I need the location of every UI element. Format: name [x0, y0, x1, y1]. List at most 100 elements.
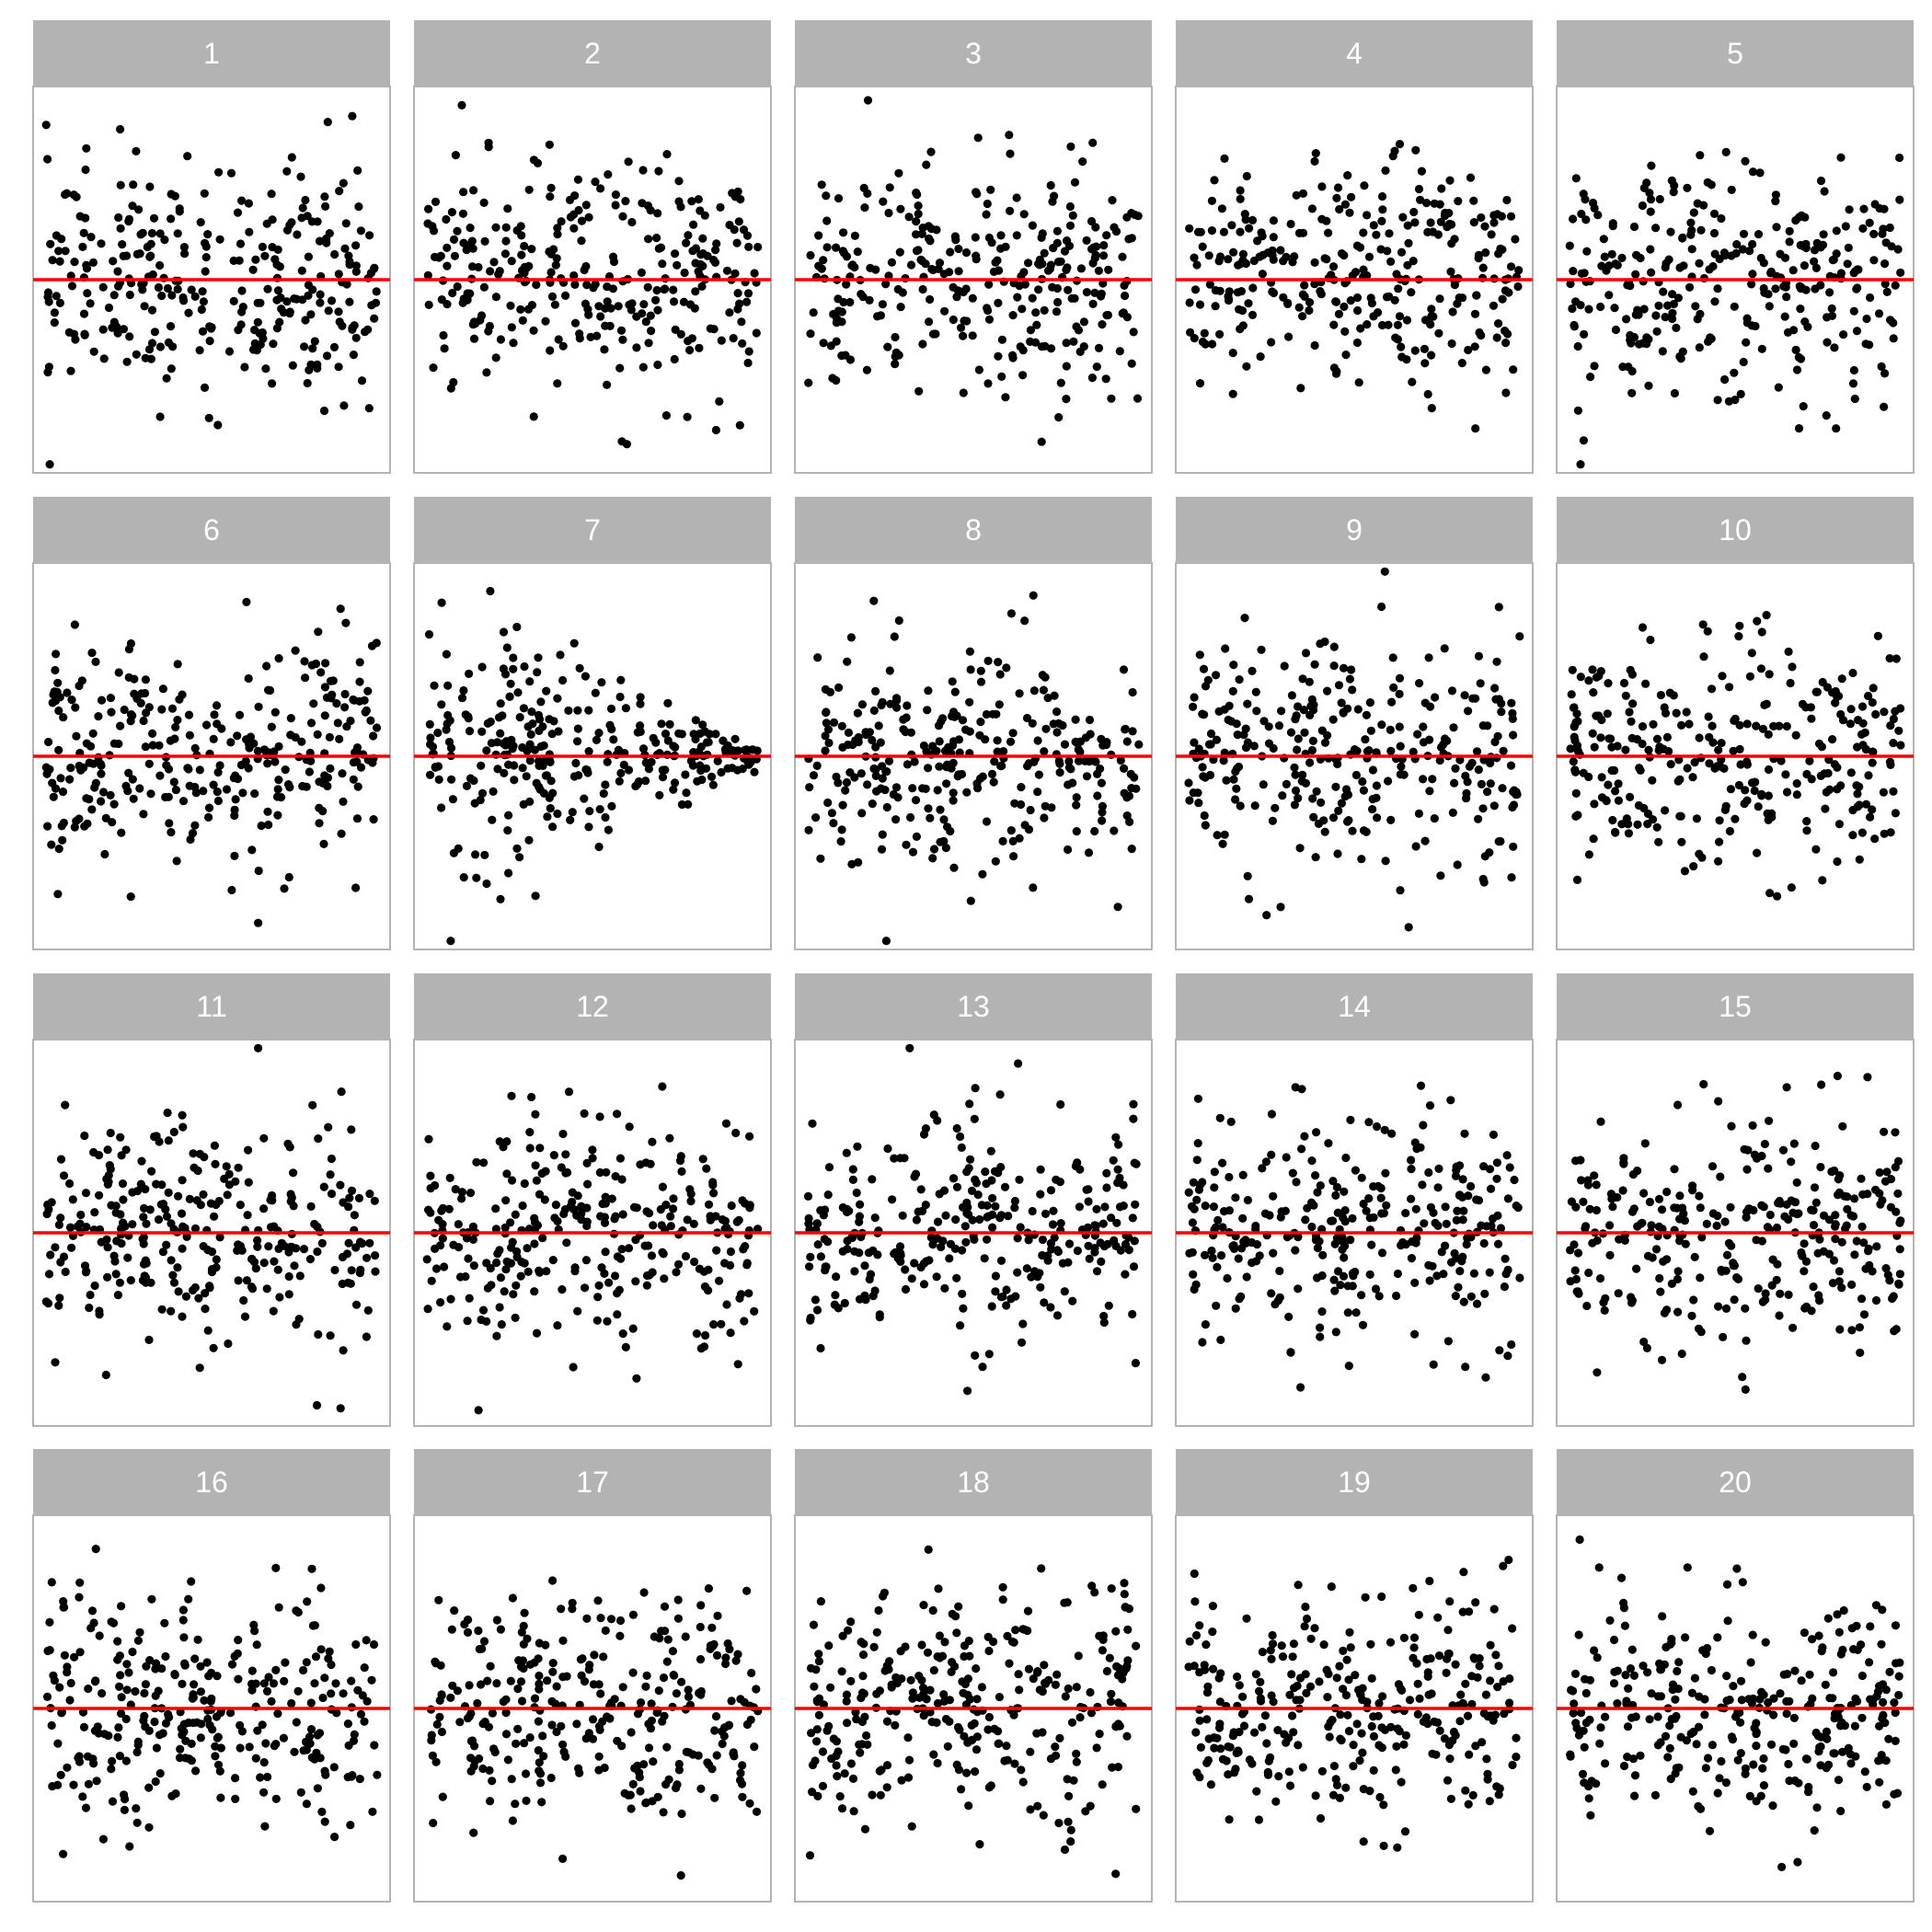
data-point [609, 257, 619, 267]
data-point [949, 796, 958, 805]
data-point [1875, 203, 1884, 213]
data-point [454, 1220, 463, 1229]
data-point [1439, 740, 1448, 749]
data-point [584, 706, 593, 715]
data-point [116, 124, 125, 134]
data-point [649, 1221, 658, 1230]
data-point [1303, 1203, 1312, 1213]
data-point [152, 1132, 161, 1141]
data-point [212, 1263, 221, 1272]
data-point [983, 199, 992, 209]
data-point [1191, 1280, 1201, 1289]
data-point [1641, 679, 1650, 688]
data-point [1075, 747, 1085, 757]
data-point [167, 1219, 176, 1228]
data-point [266, 1223, 276, 1232]
data-point [615, 1616, 626, 1626]
data-point [1660, 703, 1669, 712]
data-point [213, 788, 222, 797]
data-point [1085, 715, 1095, 725]
data-point [1058, 1259, 1067, 1268]
data-point [1374, 308, 1383, 317]
data-point [1219, 227, 1228, 236]
data-point [529, 326, 538, 335]
data-point [1628, 699, 1638, 708]
data-point [1507, 873, 1516, 882]
data-point [486, 1263, 495, 1273]
data-point [158, 684, 167, 694]
data-point [1010, 1196, 1019, 1206]
data-point [1816, 176, 1826, 186]
data-point [874, 721, 883, 730]
data-point [1858, 719, 1868, 728]
data-point [1008, 729, 1018, 738]
data-point [726, 1328, 735, 1338]
data-point [1802, 817, 1811, 826]
data-point [80, 1261, 90, 1271]
data-point [1894, 726, 1903, 735]
data-point [354, 1193, 364, 1202]
data-point [603, 380, 612, 389]
data-point [1264, 722, 1273, 731]
data-point [1498, 784, 1507, 793]
data-point [486, 586, 495, 596]
data-point [914, 386, 924, 396]
data-point [945, 1254, 954, 1263]
data-point [1889, 318, 1898, 328]
data-point [1220, 705, 1229, 714]
data-point [508, 1816, 518, 1825]
data-point [669, 285, 678, 294]
data-point [1129, 1099, 1138, 1109]
data-point [147, 339, 157, 348]
data-point [911, 796, 921, 805]
data-point [141, 742, 150, 752]
data-point [496, 729, 505, 738]
data-point [1018, 371, 1028, 380]
data-point [817, 180, 826, 190]
data-point [1896, 741, 1905, 750]
data-point [1050, 1233, 1059, 1242]
data-point [1429, 1208, 1438, 1217]
data-point [518, 764, 527, 773]
data-point [1409, 747, 1418, 756]
data-point [726, 1247, 736, 1257]
data-point [1209, 1202, 1218, 1212]
data-point [987, 1176, 996, 1185]
data-point [1340, 1241, 1350, 1250]
data-point [1451, 1292, 1460, 1301]
data-point [1813, 1248, 1823, 1258]
data-point [690, 1257, 699, 1267]
data-point [1334, 309, 1343, 318]
data-point [285, 1143, 294, 1152]
data-point [1501, 388, 1511, 397]
data-point [306, 360, 316, 369]
data-point [1410, 1278, 1420, 1287]
data-point [1112, 1218, 1121, 1227]
data-point [63, 1662, 72, 1672]
data-point [1250, 801, 1259, 811]
data-point [126, 710, 136, 719]
data-point [1673, 1267, 1683, 1276]
data-point [1708, 261, 1718, 271]
facet-strip [1176, 973, 1533, 1040]
data-point [298, 781, 307, 791]
data-point [574, 205, 583, 215]
data-point [568, 808, 577, 817]
data-point [1104, 1301, 1113, 1310]
data-point [868, 735, 877, 745]
data-point [1110, 826, 1119, 835]
data-point [1647, 161, 1656, 170]
data-point [426, 740, 435, 749]
data-point [904, 213, 914, 222]
data-point [282, 225, 293, 235]
data-point [621, 704, 631, 713]
data-point [1090, 1248, 1099, 1257]
data-point [128, 775, 137, 784]
data-point [1087, 245, 1097, 254]
data-point [1459, 1206, 1468, 1215]
data-point [1053, 297, 1063, 307]
data-point [632, 343, 641, 352]
data-point [1709, 228, 1719, 238]
data-point [1622, 315, 1631, 324]
data-point [254, 702, 263, 711]
